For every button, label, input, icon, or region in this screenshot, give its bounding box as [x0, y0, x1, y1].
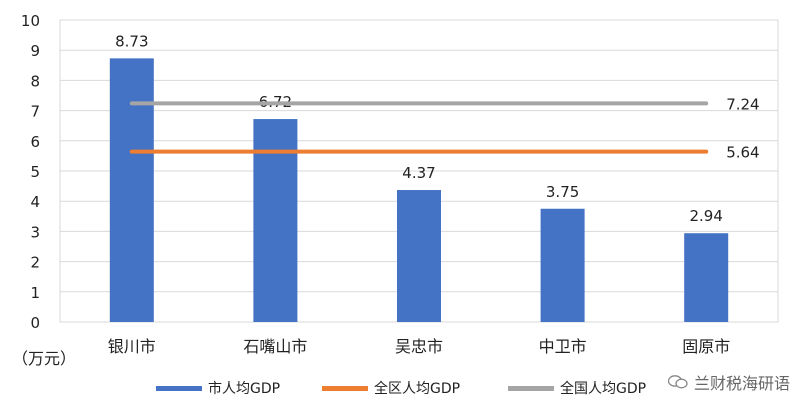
- bar: [397, 190, 441, 322]
- y-tick-label: 4: [30, 193, 40, 211]
- x-tick-label: 石嘴山市: [243, 337, 307, 356]
- legend: 市人均GDP 全区人均GDP 全国人均GDP: [0, 372, 802, 402]
- wechat-icon: [667, 375, 688, 389]
- legend-swatch-region: [322, 385, 368, 391]
- bar-value-label: 2.94: [689, 207, 722, 225]
- y-tick-label: 9: [30, 42, 40, 60]
- y-tick-label: 7: [30, 103, 40, 121]
- line-end-label: 5.64: [726, 144, 759, 162]
- legend-label-bar: 市人均GDP: [208, 381, 281, 397]
- bar-value-label: 8.73: [115, 32, 148, 50]
- bar: [684, 233, 729, 322]
- y-tick-label: 6: [30, 133, 40, 151]
- y-tick-label: 2: [30, 254, 40, 272]
- x-tick-label: 中卫市: [539, 337, 587, 356]
- bar: [109, 58, 154, 322]
- y-tick-label: 0: [30, 314, 40, 332]
- legend-label-national: 全国人均GDP: [560, 381, 647, 397]
- bar: [540, 208, 585, 322]
- legend-swatch-national: [508, 385, 554, 391]
- y-tick-label: 1: [30, 284, 40, 302]
- y-tick-label: 3: [30, 223, 40, 241]
- y-tick-label: 8: [30, 72, 40, 90]
- legend-swatch-bar: [156, 385, 202, 391]
- line-end-label: 7.24: [726, 95, 759, 113]
- bar-value-label: 3.75: [546, 183, 579, 201]
- x-tick-label: 银川市: [108, 337, 156, 356]
- legend-item-region: 全区人均GDP: [322, 378, 460, 398]
- x-tick-label: 吴忠市: [395, 337, 443, 356]
- watermark-text: 兰财税海研语: [693, 374, 790, 393]
- y-tick-label: 5: [30, 163, 40, 181]
- legend-item-bar: 市人均GDP: [156, 378, 280, 398]
- bar: [253, 119, 298, 322]
- legend-label-region: 全区人均GDP: [374, 381, 461, 397]
- y-tick-label: 10: [21, 12, 40, 30]
- y-axis-unit: （万元）: [12, 349, 76, 368]
- legend-item-national: 全国人均GDP: [508, 378, 646, 398]
- bar-value-label: 4.37: [402, 164, 435, 182]
- x-tick-label: 固原市: [682, 337, 730, 356]
- watermark: 兰财税海研语: [667, 370, 790, 394]
